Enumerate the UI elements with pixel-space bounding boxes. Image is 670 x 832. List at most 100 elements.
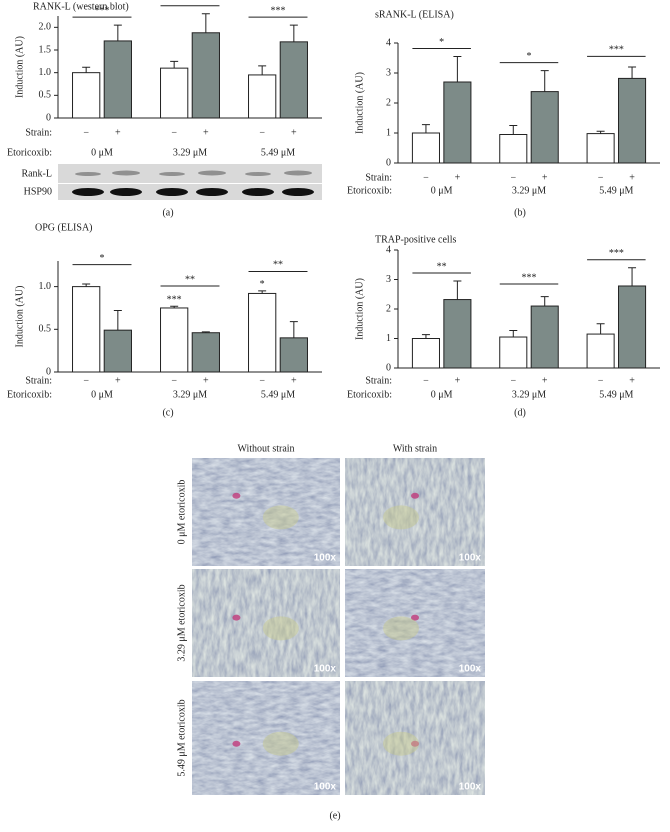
error-bar (82, 66, 91, 73)
bar (279, 41, 308, 119)
strain-label: + (115, 127, 121, 138)
error-bar (421, 124, 430, 133)
trap-stain (411, 614, 419, 621)
magnification-label: 100x (314, 553, 337, 564)
significance-label: * (439, 37, 444, 48)
strain-label: − (423, 172, 429, 183)
etoricoxib-row-label: Etoricoxib: (347, 389, 392, 400)
error-bar (421, 334, 430, 339)
etoricoxib-row-label: Etoricoxib: (7, 147, 52, 158)
y-tick-label: 1.0 (39, 67, 52, 78)
y-tick-label: 1.0 (39, 281, 52, 292)
y-axis-title: Induction (AU) (14, 286, 25, 348)
significance-label: * (527, 51, 532, 62)
etoricoxib-label: 5.49 μM (261, 147, 295, 158)
row-label: 5.49 μM etoricoxib (176, 699, 187, 776)
etoricoxib-label: 5.49 μM (261, 389, 295, 400)
significance-label: * (260, 279, 265, 290)
cell-cluster (383, 731, 419, 756)
magnification-label: 100x (314, 664, 337, 675)
strain-label: − (259, 127, 265, 138)
y-axis-title: Induction (AU) (14, 36, 25, 98)
etoricoxib-label: 3.29 μM (512, 389, 546, 400)
error-bar (113, 310, 122, 331)
magnification-label: 100x (459, 782, 482, 793)
strain-label: + (629, 172, 635, 183)
bar (72, 286, 101, 373)
error-bar (509, 125, 518, 135)
error-bar (596, 323, 605, 335)
strain-row-label: Strain: (25, 127, 52, 138)
etoricoxib-label: 0 μM (91, 389, 113, 400)
significance-label: ** (185, 274, 195, 285)
y-tick-label: 1 (386, 127, 391, 138)
error-bar (540, 70, 549, 92)
y-tick-label: 3 (386, 274, 391, 285)
chart-title: TRAP-positive cells (375, 234, 456, 245)
bar (103, 329, 132, 373)
bar (618, 285, 647, 369)
y-tick-label: 4 (386, 244, 391, 255)
column-header: With strain (393, 443, 437, 454)
etoricoxib-label: 0 μM (91, 147, 113, 158)
error-bar (289, 321, 298, 338)
micrograph (345, 458, 485, 566)
trap-stain (411, 740, 419, 747)
y-tick-label: 2.0 (39, 22, 52, 33)
y-tick-label: 4 (386, 37, 391, 48)
bar (191, 32, 220, 119)
strain-label: − (259, 375, 265, 386)
error-bar (289, 24, 298, 42)
strain-label: + (455, 172, 461, 183)
significance-label: *** (609, 248, 624, 259)
significance-label: ** (437, 261, 447, 272)
panel-label: (b) (514, 207, 526, 218)
strain-label: − (171, 375, 177, 386)
etoricoxib-label: 5.49 μM (599, 389, 633, 400)
etoricoxib-row-label: Etoricoxib: (347, 185, 392, 196)
y-tick-label: 2 (386, 303, 391, 314)
magnification-label: 100x (314, 782, 337, 793)
y-tick-label: 2 (386, 97, 391, 108)
micrograph (192, 681, 340, 795)
error-bar (201, 13, 210, 33)
y-tick-label: 0.5 (39, 324, 52, 335)
etoricoxib-row-label: Etoricoxib: (7, 389, 52, 400)
strain-label: − (171, 127, 177, 138)
bar (160, 307, 189, 373)
etoricoxib-label: 5.49 μM (599, 185, 633, 196)
cell-cluster (383, 505, 419, 530)
strain-label: − (598, 172, 604, 183)
strain-label: + (115, 375, 121, 386)
strain-row-label: Strain: (365, 172, 392, 183)
y-tick-label: 0 (46, 366, 51, 377)
chart-title: sRANK-L (ELISA) (375, 9, 454, 20)
bar (586, 333, 615, 369)
bar (530, 91, 559, 164)
row-label: 3.29 μM etoricoxib (176, 584, 187, 661)
error-bar (170, 60, 179, 69)
strain-label: + (203, 375, 209, 386)
bar (618, 77, 647, 164)
cell-cluster (262, 616, 299, 641)
significance-label: *** (167, 295, 182, 306)
etoricoxib-label: 3.29 μM (173, 147, 207, 158)
y-tick-label: 1 (386, 333, 391, 344)
trap-stain (232, 740, 241, 747)
cell-cluster (262, 505, 299, 530)
chart-title: OPG (ELISA) (35, 222, 93, 233)
trap-stain (232, 614, 241, 621)
panel-label: (d) (514, 407, 526, 418)
bar (191, 332, 220, 373)
error-bar (509, 330, 518, 338)
error-bar (201, 331, 210, 333)
trap-stain (411, 492, 419, 499)
bar (499, 336, 528, 369)
significance-label: *** (95, 5, 110, 16)
bar (72, 72, 101, 119)
strain-label: − (510, 375, 516, 386)
strain-label: − (423, 375, 429, 386)
error-bar (628, 66, 637, 79)
etoricoxib-label: 3.29 μM (173, 389, 207, 400)
bar (248, 74, 277, 119)
